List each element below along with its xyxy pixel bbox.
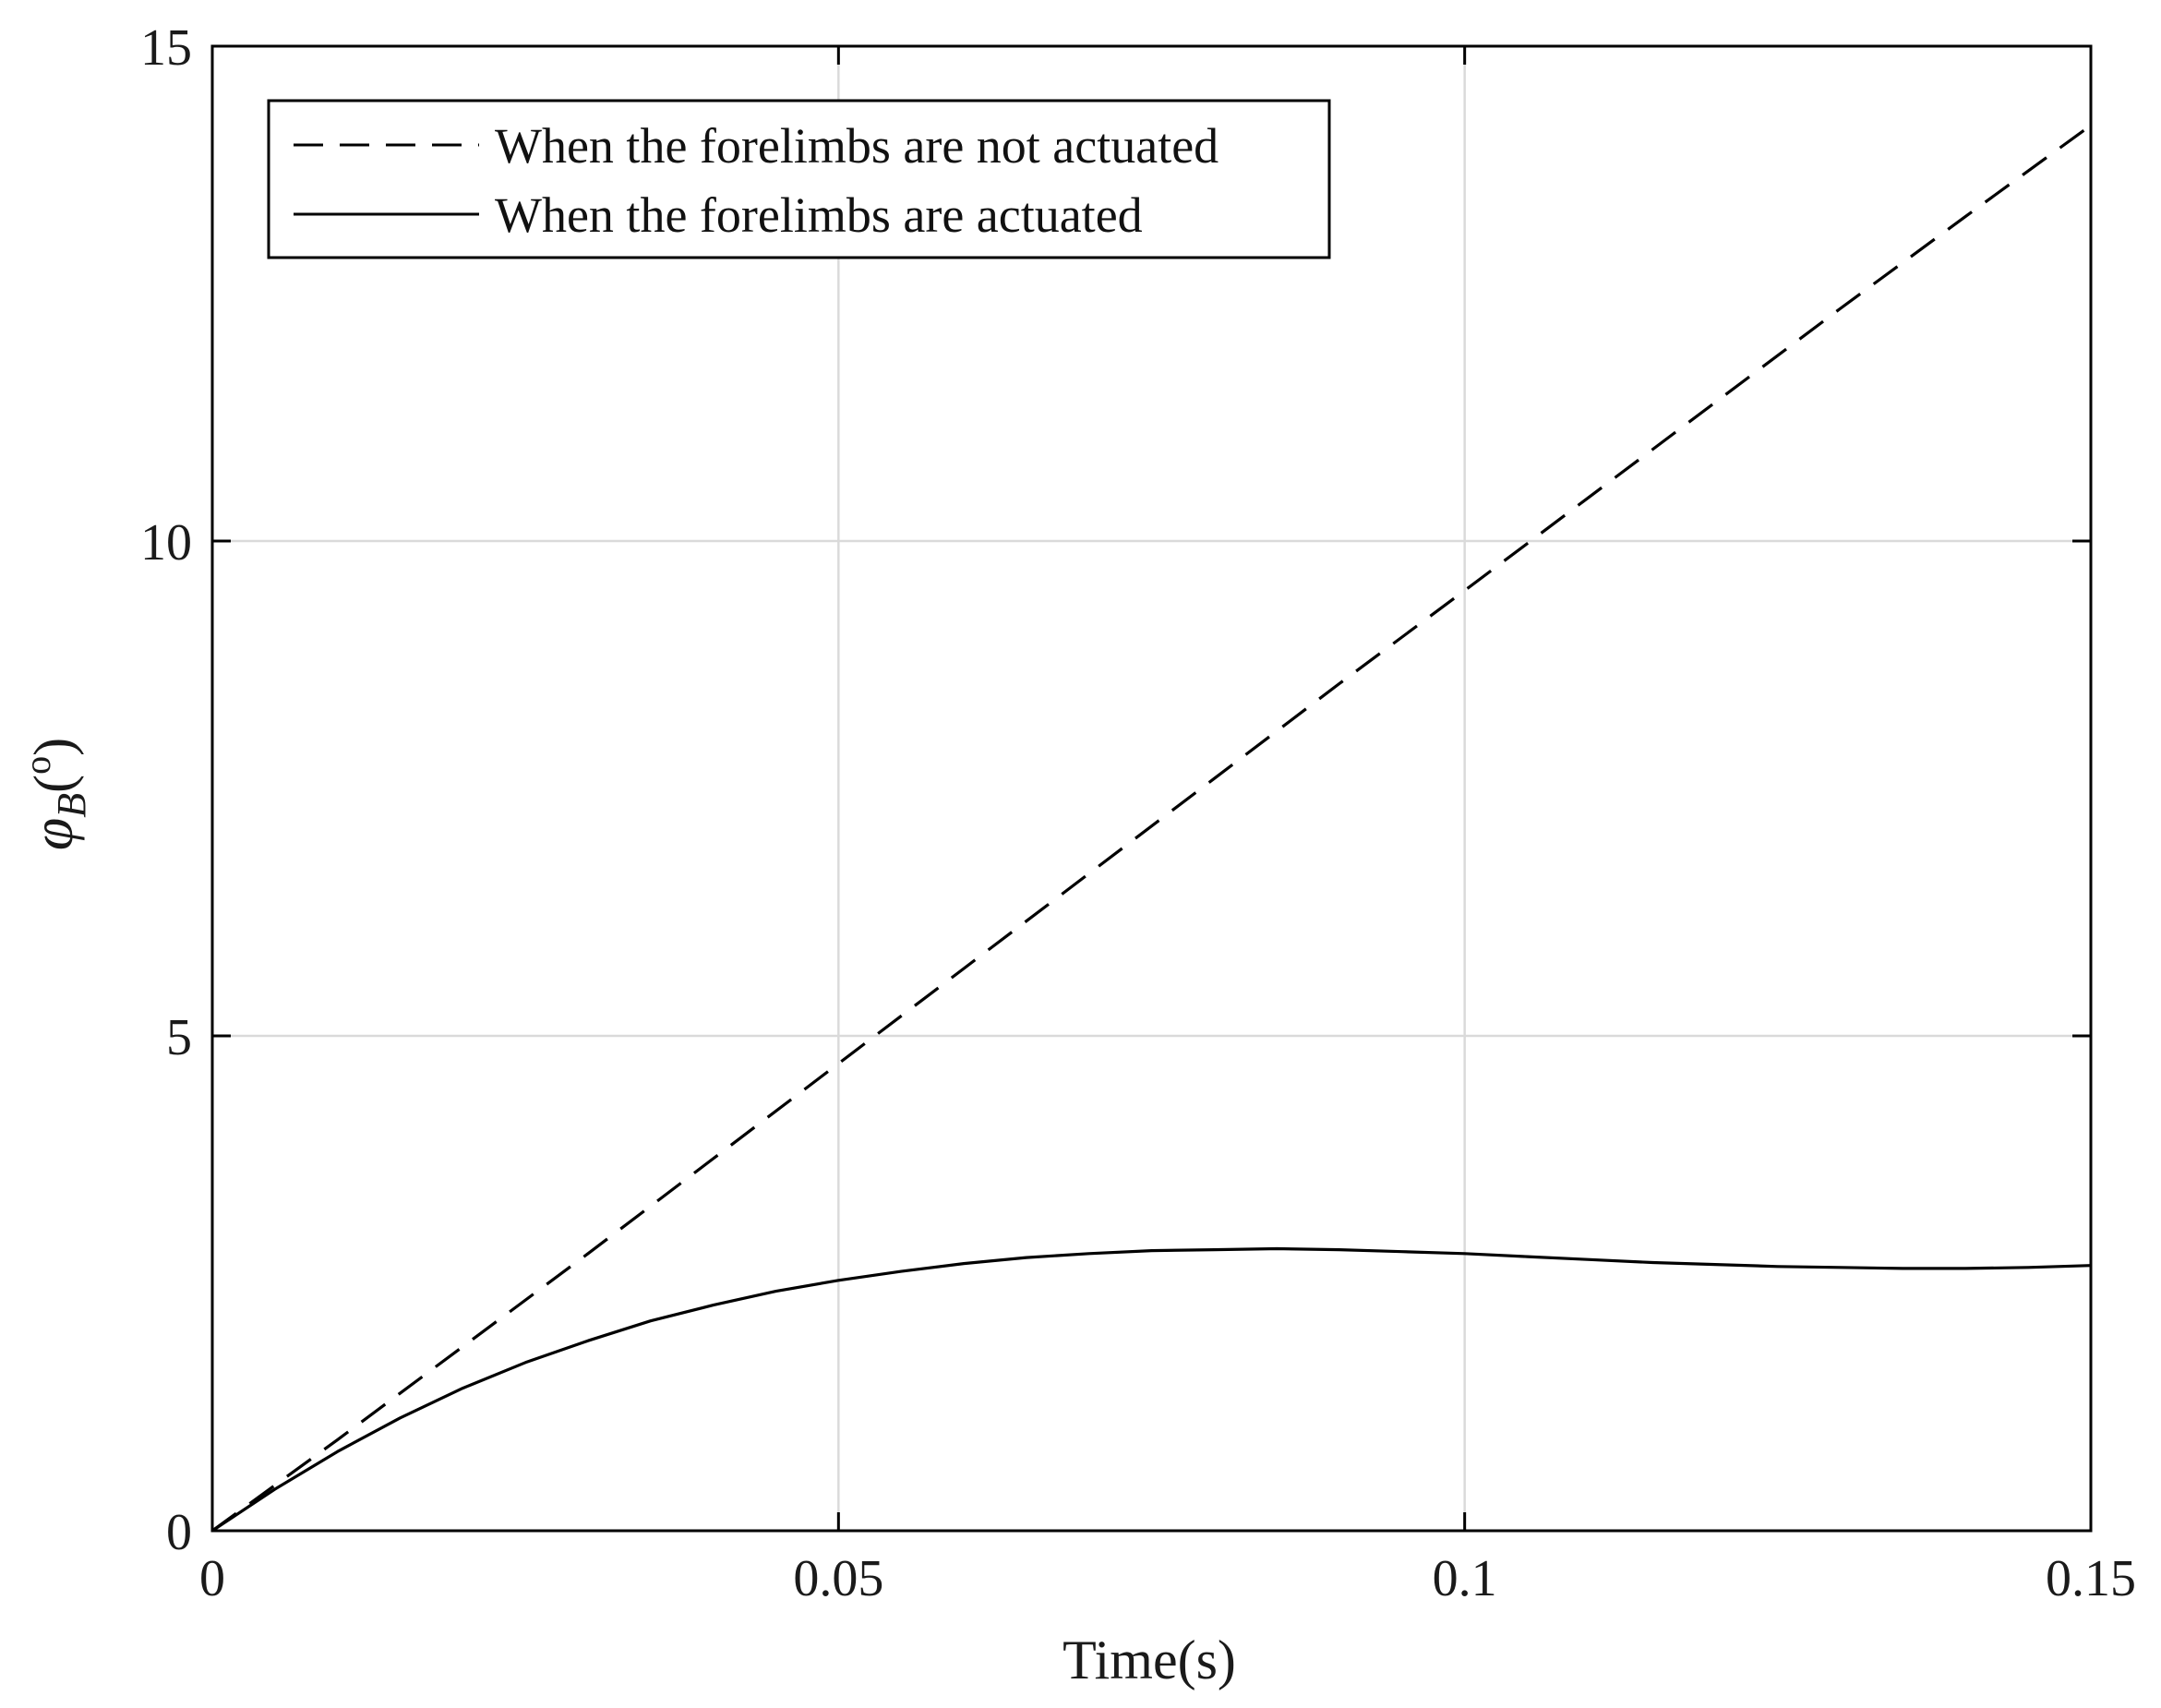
y-axis-title-superscript: o [17, 756, 58, 775]
svg-text:φB(o): φB(o) [17, 738, 94, 850]
y-tick-label-1: 5 [166, 1009, 192, 1066]
legend-box [267, 99, 1331, 259]
x-tick-label-2: 0.1 [1433, 1550, 1497, 1607]
y-axis-title-open-paren: ( [23, 775, 84, 793]
series-line-not-actuated [211, 124, 2092, 1533]
y-axis-title-close-paren: ) [23, 738, 84, 756]
y-tick-label-2: 10 [140, 514, 192, 571]
x-tick-label-1: 0.05 [793, 1550, 883, 1607]
y-axis-title: φB(o) [17, 738, 94, 850]
series-line-actuated [211, 1246, 2092, 1533]
axis-ticks [210, 44, 2093, 1533]
series-layer [211, 124, 2092, 1533]
y-axis-tick-labels: 0 5 10 15 [140, 19, 192, 1561]
y-tick-label-3: 15 [140, 19, 192, 77]
legend-label-actuated: When the forelimbs are actuated [495, 187, 1143, 243]
y-tick-label-0: 0 [166, 1504, 192, 1561]
x-tick-label-3: 0.15 [2046, 1550, 2136, 1607]
x-axis-title: Time(s) [1062, 1630, 1236, 1690]
x-axis-tick-labels: 0 0.05 0.1 0.15 [199, 1550, 2136, 1607]
legend: When the forelimbs are not actuated When… [267, 99, 1331, 259]
legend-label-not-actuated: When the forelimbs are not actuated [495, 118, 1219, 174]
y-axis-title-symbol: φ [19, 818, 85, 850]
y-axis-title-subscript: B [49, 793, 94, 818]
grid-lines [212, 46, 2091, 1531]
x-tick-label-0: 0 [199, 1550, 225, 1607]
plot-area-frame [210, 44, 2093, 1533]
